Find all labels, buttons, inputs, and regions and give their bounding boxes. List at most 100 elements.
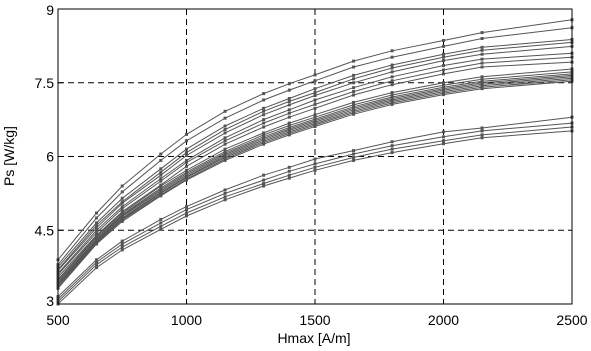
x-axis-label: Hmax [A/m] bbox=[277, 330, 350, 346]
x-tick-label: 1500 bbox=[299, 312, 330, 328]
data-point bbox=[442, 68, 445, 72]
y-tick-label: 9 bbox=[46, 2, 54, 18]
series-7 bbox=[56, 55, 574, 276]
data-point bbox=[159, 152, 163, 156]
series-line bbox=[57, 80, 573, 289]
series-layer bbox=[56, 18, 574, 306]
x-tick-label: 500 bbox=[46, 312, 70, 328]
series-line bbox=[57, 68, 573, 280]
y-axis-label: Ps [W/kg] bbox=[1, 126, 17, 186]
data-point bbox=[480, 77, 484, 81]
data-point bbox=[352, 158, 356, 162]
data-point bbox=[262, 133, 266, 137]
data-point bbox=[159, 224, 163, 228]
data-point bbox=[120, 190, 124, 194]
data-point bbox=[262, 142, 266, 146]
series-line bbox=[57, 56, 573, 275]
data-point bbox=[223, 158, 227, 162]
x-axis-ticks: 500 1000 1500 2000 2500 bbox=[46, 299, 588, 328]
data-point bbox=[287, 133, 291, 137]
data-point bbox=[352, 59, 356, 63]
series-line bbox=[57, 45, 573, 271]
data-point bbox=[223, 131, 227, 135]
data-point bbox=[313, 168, 317, 172]
series-line bbox=[57, 27, 573, 266]
data-point bbox=[95, 223, 99, 227]
data-point bbox=[480, 75, 484, 79]
data-point bbox=[287, 88, 291, 92]
series-line bbox=[57, 39, 573, 268]
data-point bbox=[480, 126, 484, 130]
data-point bbox=[352, 152, 356, 156]
data-point bbox=[262, 131, 266, 135]
data-point bbox=[480, 57, 484, 61]
y-tick-label: 6 bbox=[46, 149, 54, 165]
data-point bbox=[313, 73, 317, 77]
data-point bbox=[442, 139, 445, 143]
data-point bbox=[185, 168, 188, 172]
data-point bbox=[159, 221, 163, 225]
data-point bbox=[287, 124, 291, 128]
data-point bbox=[287, 108, 291, 112]
series-line bbox=[57, 61, 573, 278]
data-point bbox=[287, 82, 291, 86]
data-point bbox=[120, 219, 124, 223]
data-point bbox=[95, 231, 99, 235]
data-point bbox=[442, 44, 445, 48]
data-point bbox=[313, 125, 317, 129]
data-point bbox=[287, 176, 291, 180]
data-point bbox=[262, 178, 266, 182]
data-point bbox=[352, 103, 356, 107]
series-line bbox=[57, 116, 573, 297]
data-point bbox=[159, 173, 163, 177]
data-point bbox=[287, 96, 291, 100]
y-tick-label: 3 bbox=[46, 293, 54, 309]
data-point bbox=[390, 70, 394, 74]
data-point bbox=[159, 177, 163, 181]
data-point bbox=[287, 99, 291, 103]
data-point bbox=[390, 49, 394, 53]
data-point bbox=[95, 226, 99, 230]
data-point bbox=[223, 116, 227, 120]
x-tick-label: 2500 bbox=[556, 312, 587, 328]
data-point bbox=[95, 258, 99, 262]
data-point bbox=[287, 165, 291, 169]
series-line bbox=[57, 77, 573, 286]
data-point bbox=[159, 227, 163, 231]
data-point bbox=[287, 103, 291, 107]
data-point bbox=[390, 55, 394, 59]
data-point bbox=[313, 102, 317, 106]
data-point bbox=[480, 87, 484, 91]
data-point bbox=[480, 45, 484, 49]
data-point bbox=[352, 149, 356, 153]
data-point bbox=[185, 214, 188, 218]
data-point bbox=[159, 167, 163, 171]
data-point bbox=[120, 201, 124, 205]
data-point bbox=[352, 65, 356, 69]
data-point bbox=[262, 125, 266, 129]
data-point bbox=[442, 83, 445, 87]
series-line bbox=[57, 52, 573, 274]
data-point bbox=[313, 94, 317, 98]
data-point bbox=[313, 106, 317, 110]
data-point bbox=[313, 98, 317, 102]
data-point bbox=[223, 195, 227, 199]
data-point bbox=[185, 139, 188, 143]
data-point bbox=[480, 37, 484, 40]
data-point bbox=[159, 194, 163, 198]
series-line bbox=[57, 73, 573, 283]
data-point bbox=[120, 184, 124, 188]
data-point bbox=[223, 136, 227, 140]
data-point bbox=[95, 228, 99, 232]
data-point bbox=[223, 198, 227, 202]
data-point bbox=[159, 184, 163, 188]
data-point bbox=[390, 91, 394, 95]
data-point bbox=[223, 124, 227, 128]
data-point bbox=[159, 179, 163, 183]
data-point bbox=[313, 162, 317, 166]
data-point bbox=[442, 38, 445, 42]
data-point bbox=[390, 83, 394, 87]
data-point bbox=[352, 81, 356, 85]
data-point bbox=[223, 127, 227, 131]
data-point bbox=[262, 173, 266, 177]
